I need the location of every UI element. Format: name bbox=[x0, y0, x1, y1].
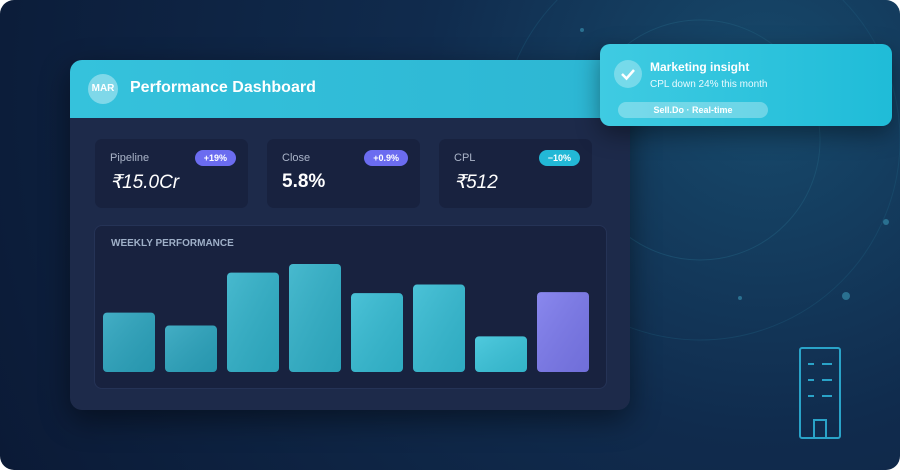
bar-sheen bbox=[537, 292, 589, 372]
bar-sheen bbox=[351, 293, 403, 372]
metric-change: −10% bbox=[538, 150, 580, 166]
notification-tag: Sell.Do · Real-time bbox=[618, 102, 768, 118]
metric-card: Pipeline ₹15.0Cr +19% bbox=[95, 139, 248, 208]
metric-change: +19% bbox=[194, 150, 236, 166]
notification[interactable]: Marketing insight CPL down 24% this mont… bbox=[600, 44, 892, 126]
badge: MAR bbox=[88, 74, 118, 104]
chart-panel: WEEKLY PERFORMANCE bbox=[94, 225, 607, 389]
bar-sheen bbox=[227, 272, 279, 372]
metric-value: 5.8% bbox=[282, 171, 326, 192]
check-icon bbox=[614, 60, 642, 88]
bar-sheen bbox=[289, 264, 341, 372]
bar-sheen bbox=[413, 284, 465, 372]
bar-sheen bbox=[475, 336, 527, 372]
metric-label: CPL bbox=[454, 152, 476, 164]
metric-label: Close bbox=[282, 152, 311, 164]
metric-label: Pipeline bbox=[110, 152, 150, 164]
bar-sheen bbox=[103, 312, 155, 372]
notification-title: Marketing insight bbox=[650, 60, 750, 74]
chart-title: WEEKLY PERFORMANCE bbox=[111, 238, 234, 249]
metric-value: ₹512 bbox=[454, 172, 498, 193]
title: Performance Dashboard bbox=[130, 79, 316, 96]
bar-chart bbox=[103, 264, 589, 372]
bar-sheen bbox=[165, 325, 217, 372]
header: MAR Performance Dashboard bbox=[70, 60, 630, 118]
metric-value: ₹15.0Cr bbox=[110, 172, 180, 193]
notification-message: CPL down 24% this month bbox=[650, 79, 768, 90]
dashboard-card: MAR Performance Dashboard WEEKLY PERFORM… bbox=[70, 60, 630, 410]
metric-change: +0.9% bbox=[364, 150, 408, 166]
metric-card: CPL ₹512 −10% bbox=[439, 139, 592, 208]
metric-card: Close 5.8% +0.9% bbox=[267, 139, 420, 208]
